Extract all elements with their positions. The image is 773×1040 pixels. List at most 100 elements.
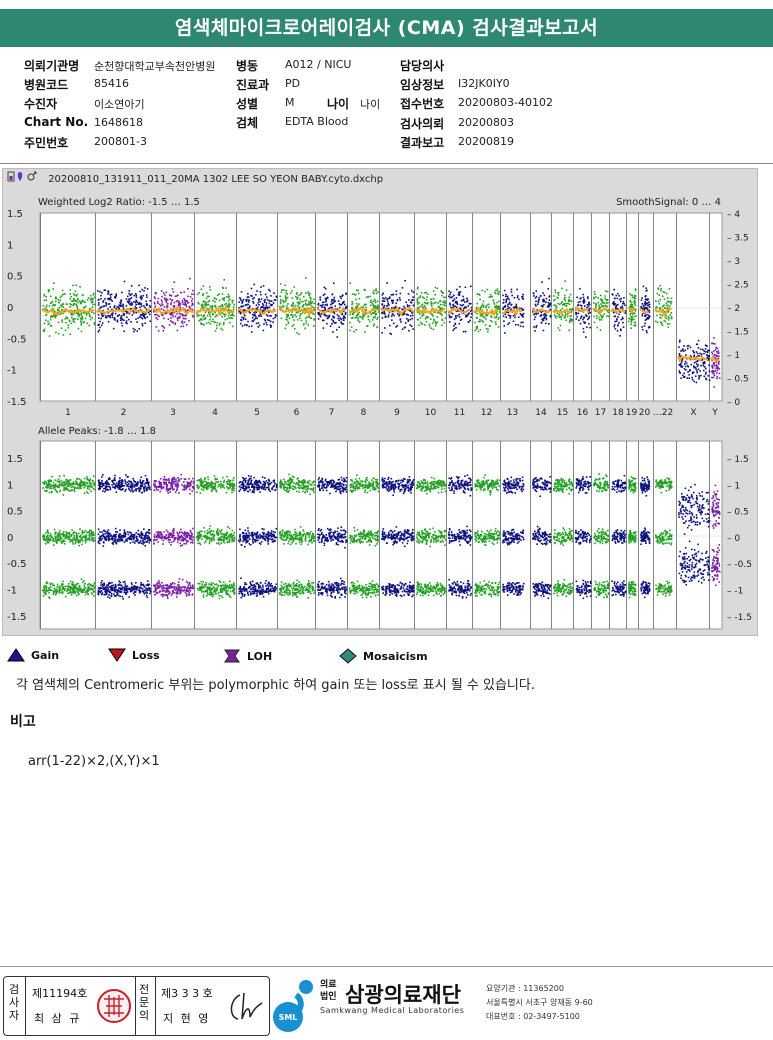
examiner-seal (96, 987, 132, 1025)
panel-1-frame (40, 213, 722, 401)
specialist-label: 전문의 (138, 983, 152, 1029)
remarks-title: 비고 (10, 711, 36, 731)
sml-logo-text: SML (279, 1013, 298, 1022)
chromosome-label: 18 (612, 408, 624, 418)
legend-loss: Loss (108, 648, 160, 662)
examiner-label: 검사자 (8, 983, 22, 1029)
specialist-number: 제3 3 3 호 (161, 985, 213, 1001)
ward-label: 병동 (236, 57, 258, 74)
p2-left-tick: 0 (7, 533, 13, 544)
legend-loss-label: Loss (132, 649, 160, 662)
chromosome-label: 10 (425, 408, 437, 418)
id-label: 주민번호 (24, 134, 68, 151)
p1-left-tick: 0.5 (7, 272, 23, 283)
p2-right-tick: – -1 (727, 587, 743, 597)
sml-logo: SML (272, 977, 318, 1033)
clinical-value: I32JK0IY0 (458, 77, 510, 90)
karyotype-result: arr(1-22)×2,(X,Y)×1 (28, 754, 160, 769)
p1-right-tick: – 2 (727, 304, 740, 314)
institution-label: 의뢰기관명 (24, 57, 79, 74)
p1-right-tick: – 3 (727, 257, 740, 267)
p1-right-tick: – 1 (727, 351, 740, 361)
chromosome-label: 2 (121, 408, 127, 418)
panel1-label: Weighted Log2 Ratio: -1.5 … 1.5 (38, 197, 200, 208)
legend-mosaicism: Mosaicism (339, 648, 428, 664)
footer: 검사자 제11194호 최 삼 규 전문의 제3 3 3 호 지 현 영 SML… (0, 966, 773, 1040)
p2-left-tick: 1 (7, 480, 13, 491)
cma-figure: 20200810_131911_011_20MA 1302 LEE SO YEO… (2, 168, 758, 636)
dept-value: PD (285, 77, 300, 90)
p2-right-tick: – 0.5 (727, 508, 749, 518)
info-divider (0, 163, 773, 164)
p2-left-tick: 0.5 (7, 507, 23, 518)
p1-left-tick: -0.5 (7, 334, 27, 345)
legend-mosaicism-label: Mosaicism (363, 650, 428, 663)
centromeric-note: 각 염색체의 Centromeric 부위는 polymorphic 하여 ga… (16, 674, 535, 693)
report-date-value: 20200819 (458, 135, 514, 148)
receipt-label: 접수번호 (400, 95, 444, 112)
p1-left-tick: 1.5 (7, 209, 23, 220)
chromosome-label: X (690, 408, 696, 418)
p2-left-tick: -0.5 (7, 559, 27, 570)
patient-label: 수진자 (24, 95, 57, 112)
patient-value: 이소연아기 (94, 96, 145, 112)
p2-left-tick: -1.5 (7, 612, 27, 623)
institution-value: 순천향대학교부속천안병원 (94, 58, 215, 74)
p2-right-tick: – 1.5 (727, 455, 749, 465)
specialist-name: 지 현 영 (163, 1010, 210, 1026)
p1-left-tick: -1.5 (7, 397, 27, 408)
loh-icon (223, 648, 241, 664)
report-date-label: 결과보고 (400, 134, 444, 151)
p2-left-tick: 1.5 (7, 454, 23, 465)
chromosome-label: 5 (254, 408, 260, 418)
p1-left-tick: 1 (7, 240, 13, 251)
hospital-code-label: 병원코드 (24, 76, 68, 93)
receipt-value: 20200803-40102 (458, 96, 553, 109)
org-subtitle: Samkwang Medical Laboratories (320, 1006, 464, 1015)
chromosome-label: 11 (454, 408, 465, 418)
chromosome-label: 19 (626, 408, 638, 418)
chromosome-label: 12 (481, 408, 492, 418)
chromosome-label: 15 (557, 408, 568, 418)
legend-loh: LOH (223, 648, 272, 664)
signature-box: 검사자 제11194호 최 삼 규 전문의 제3 3 3 호 지 현 영 (3, 976, 270, 1036)
p2-right-tick: – 1 (727, 481, 740, 491)
sex-value: M (285, 96, 295, 109)
patient-info: 의뢰기관명 순천향대학교부속천안병원 병동 A012 / NICU 담당의사 병… (0, 53, 773, 163)
chromosome-label: 16 (577, 408, 589, 418)
cma-plot: Weighted Log2 Ratio: -1.5 … 1.5 SmoothSi… (3, 169, 757, 635)
examiner-label-text: 검사자 (8, 983, 20, 1022)
report-title: 염색체마이크로어레이검사 (CMA) 검사결과보고서 (0, 9, 773, 47)
chromosome-label: Y (711, 408, 718, 418)
chromosome-label: 20 (639, 408, 651, 418)
panel2-label: Allele Peaks: -1.8 … 1.8 (38, 426, 156, 437)
chromosome-label: 13 (507, 408, 518, 418)
chart-value: 1648618 (94, 116, 143, 129)
org-name: 삼광의료재단 (345, 979, 461, 1009)
request-value: 20200803 (458, 116, 514, 129)
specimen-label: 검체 (236, 114, 258, 131)
p2-right-tick: – -1.5 (727, 613, 752, 623)
org-code: 요양기관 : 11365200 (486, 983, 564, 994)
specialist-signature (226, 989, 266, 1025)
dept-label: 진료과 (236, 76, 269, 93)
org-phone: 대표번호 : 02-3497-5100 (486, 1011, 580, 1022)
loss-icon (108, 648, 126, 662)
request-label: 검사의뢰 (400, 115, 444, 132)
clinical-label: 임상정보 (400, 76, 444, 93)
sex-label: 성별 (236, 95, 258, 112)
p1-right-tick: – 0.5 (727, 375, 749, 385)
org-prefix: 의료법인 (320, 979, 340, 1003)
p1-right-tick: – 2.5 (727, 281, 749, 291)
panel1-right-label: SmoothSignal: 0 … 4 (616, 197, 721, 208)
doctor-label: 담당의사 (400, 57, 444, 74)
org-prefix-text: 의료법인 (320, 979, 340, 1003)
p1-left-tick: 0 (7, 303, 13, 314)
mosaicism-icon (339, 648, 357, 664)
chromosome-label: 8 (361, 408, 367, 418)
legend-gain-label: Gain (31, 649, 59, 662)
chromosome-label: 6 (294, 408, 300, 418)
age-label: 나이 (327, 95, 349, 112)
chromosome-label: 3 (170, 408, 176, 418)
chromosome-label: …22 (653, 408, 673, 418)
